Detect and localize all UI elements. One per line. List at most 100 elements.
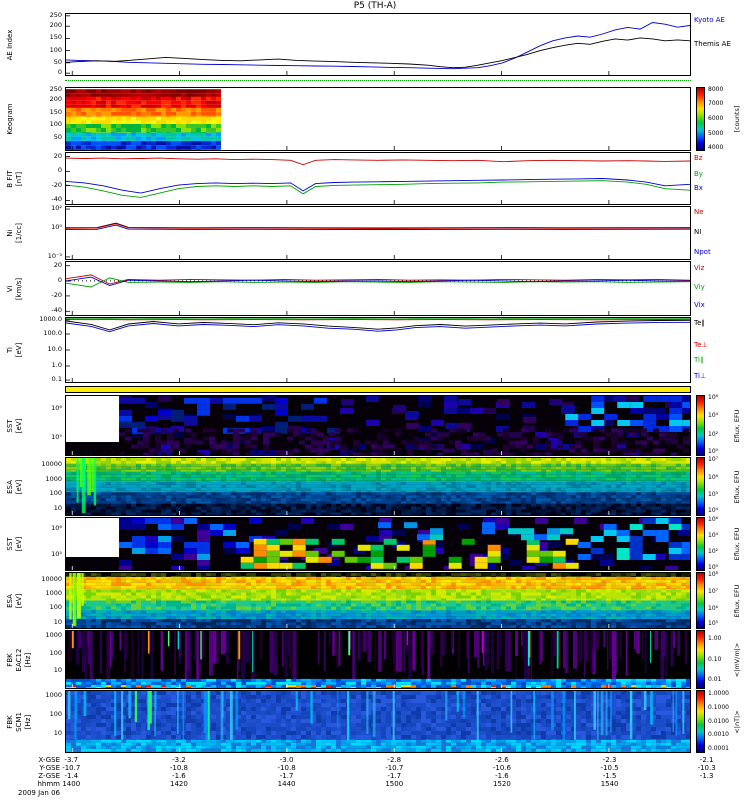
panel-fbk_e-plot <box>66 631 690 688</box>
panel-ti-plot <box>66 318 690 382</box>
axis-label-sst_ion: [eV] <box>15 418 23 433</box>
bottom-axis-value: -10.7 <box>62 764 81 772</box>
bottom-axis-value: -10.3 <box>697 764 716 772</box>
colorbar-tick-label: 10⁵ <box>708 491 719 499</box>
bottom-axis-value: -1.6 <box>495 772 509 780</box>
legend-ae-ThemisAE: Themis AE <box>694 40 731 49</box>
legend-ni-Npot: Npot <box>694 248 711 257</box>
bottom-axis-value: -3.0 <box>279 756 294 764</box>
axis-label-esa_ele: [eV] <box>15 593 23 608</box>
colorbar-tick-label: 6000 <box>708 115 724 122</box>
panel-sst_ion <box>65 395 691 456</box>
ytick-label: 100 <box>49 489 62 498</box>
colorbar-tick-label: 10⁴ <box>708 531 719 539</box>
ytick-label: 150 <box>49 107 62 116</box>
ytick-label: 1000 <box>45 690 62 699</box>
bottom-axis-value: -1.7 <box>279 772 294 780</box>
bottom-axis-value: 1440 <box>277 780 296 788</box>
ytick-label: 10 <box>53 665 62 674</box>
colorbar-unit-esa_ele: Eflux, EFU <box>733 584 741 617</box>
colorbar-unit-esa_ion: Eflux, EFU <box>733 470 741 503</box>
panel-keogram-plot <box>66 88 690 150</box>
colorbar-unit-sst_ion: Eflux, EFU <box>733 409 741 442</box>
bottom-axis-value: -2.8 <box>387 756 402 764</box>
colorbar-esa_ele <box>696 572 705 629</box>
axis-label-fbk_b: SCM1 <box>15 711 23 732</box>
ytick-label: 10⁻³ <box>47 251 62 260</box>
colorbar-tick-label: 0.1000 <box>708 703 729 711</box>
bottom-row-label-hhmm: hhmm <box>37 780 60 788</box>
colorbar-keogram <box>696 87 705 151</box>
ytick-label: 1000 <box>45 588 62 597</box>
colorbar-esa_ion <box>696 457 705 516</box>
axis-label-vi: [km/s] <box>15 277 23 300</box>
ytick-label: 200 <box>49 21 62 30</box>
ytick-label: -40 <box>51 195 62 204</box>
ytick-label: 1000 <box>45 630 62 639</box>
ytick-label: 10000 <box>41 459 62 468</box>
colorbar-tick-label: 0.0100 <box>708 717 729 725</box>
colorbar-unit-fbk_e: <|mV/m|> <box>733 642 741 677</box>
ytick-label: -20 <box>51 180 62 189</box>
ytick-label: 0.1 <box>51 375 62 384</box>
bottom-axis-value: -3.2 <box>172 756 186 764</box>
panel-sst_ele <box>65 517 691 571</box>
panel-esa_ele <box>65 572 691 629</box>
colorbar-tick-label: 10⁶ <box>708 515 719 523</box>
bottom-axis-value: 1540 <box>600 780 619 788</box>
ytick-label: 0 <box>57 276 62 285</box>
legend-bfit-Bx: Bx <box>694 183 703 192</box>
colorbar-fbk_e <box>696 630 705 689</box>
axis-label-ti: [eV] <box>15 342 23 358</box>
ytick-label: 0 <box>57 166 62 175</box>
ytick-label: 100.0 <box>43 329 62 337</box>
ytick-label: 50 <box>53 132 62 141</box>
legend-ti-Ti: Ti∥ <box>694 355 704 364</box>
bottom-axis-value: -10.5 <box>600 764 619 772</box>
axis-label-esa_ion: [eV] <box>15 479 23 494</box>
colorbar-tick-label: 10⁰ <box>708 563 719 571</box>
panel-vi <box>65 261 691 316</box>
colorbar-tick-label: 10² <box>708 430 719 438</box>
ytick-label: 100 <box>49 45 62 54</box>
colorbar-tick-label: 0.01 <box>708 676 722 684</box>
ytick-label: -40 <box>51 306 62 315</box>
axis-label-ni: [1/cc] <box>15 223 23 243</box>
ytick-label: 10⁵ <box>51 433 62 442</box>
colorbar-tick-label: 1.00 <box>708 634 722 642</box>
bottom-row-label-X-GSE: X-GSE <box>38 756 60 764</box>
bottom-axis-value: -1.7 <box>387 772 402 780</box>
axis-label-ae: AE Index <box>6 29 14 60</box>
ytick-label: 100 <box>49 603 62 612</box>
bottom-axis-value: -1.6 <box>172 772 186 780</box>
panel-ae-plot <box>66 14 690 75</box>
bottom-axis-value: -10.8 <box>169 764 188 772</box>
ytick-label: 50 <box>53 57 62 66</box>
bottom-axis-value: -10.7 <box>385 764 404 772</box>
colorbar-tick-label: 10⁶ <box>708 605 719 613</box>
bottom-row-label-Y-GSE: Y-GSE <box>39 764 60 772</box>
axis-label-bfit: B FIT <box>6 169 14 188</box>
legend-vi-Viy: Viy <box>694 283 705 292</box>
bottom-axis-value: -2.1 <box>699 756 714 764</box>
colorbar-tick-label: 7000 <box>708 100 724 108</box>
panel-sst_ele-plot <box>66 518 690 570</box>
axis-label-keogram: Keogram <box>6 103 14 135</box>
colorbar-sst_ele <box>696 517 705 571</box>
ytick-label: 100 <box>49 120 62 129</box>
bottom-date-label: 2009 Jan 06 <box>18 789 60 797</box>
ytick-label: 10 <box>53 504 62 513</box>
ytick-label: 150 <box>49 33 62 42</box>
ytick-label: 250 <box>49 84 62 93</box>
panel-fbk_b-plot <box>66 691 690 752</box>
colorbar-tick-label: 10⁶ <box>708 394 719 402</box>
panel-ae <box>65 13 691 76</box>
colorbar-sst_ion <box>696 395 705 456</box>
ytick-label: 1.0 <box>51 361 62 369</box>
colorbar-tick-label: 10⁴ <box>708 412 719 420</box>
colorbar-tick-label: 0.10 <box>708 655 722 663</box>
bottom-axis-value: 1520 <box>493 780 511 788</box>
ytick-label: 100 <box>49 710 62 719</box>
panel-bfit-plot <box>66 153 690 204</box>
axis-label-fbk_e: [Hz] <box>24 652 32 667</box>
